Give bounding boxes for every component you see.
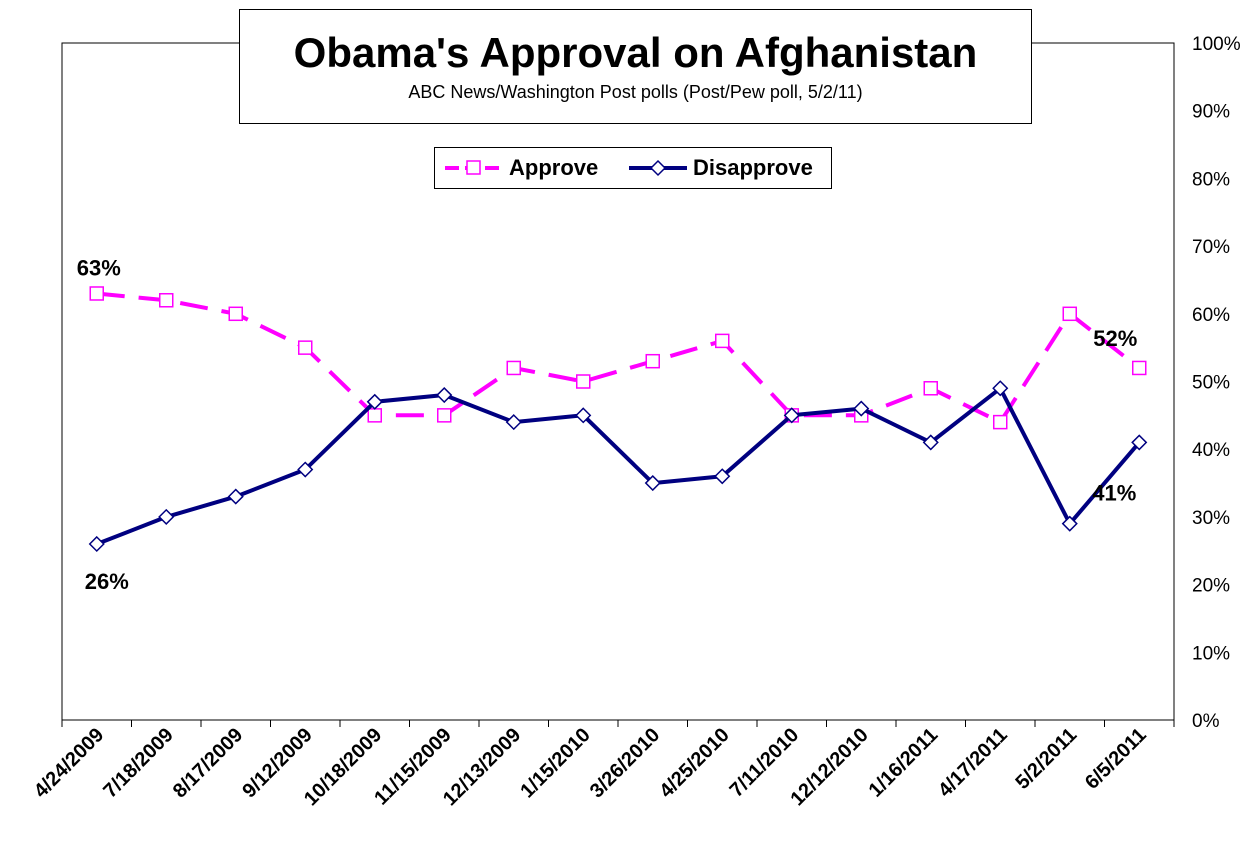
series-line-approve: [96, 291, 1141, 425]
legend-item-approve: Approve: [443, 148, 598, 188]
y-tick-label: 20%: [1192, 576, 1230, 597]
x-tick-label: 7/18/2009: [99, 724, 177, 802]
x-tick-label: 4/25/2010: [655, 724, 733, 802]
data-point-disapprove: [505, 414, 522, 431]
chart-title: Obama's Approval on Afghanistan: [293, 29, 978, 76]
x-tick-label: 5/2/2011: [1011, 724, 1081, 794]
legend-swatch-approve: [445, 160, 503, 175]
y-tick-label: 10%: [1192, 643, 1230, 664]
legend-label-disapprove: Disapprove: [693, 155, 813, 180]
data-point-disapprove: [366, 393, 383, 410]
legend-item-disapprove: Disapprove: [627, 148, 813, 188]
x-tick-label: 6/5/2011: [1081, 724, 1151, 794]
data-point-disapprove: [783, 407, 800, 424]
x-tick-label: 3/26/2010: [586, 724, 664, 802]
data-point-approve: [1132, 360, 1147, 376]
data-point-approve: [89, 286, 104, 301]
data-point-disapprove: [297, 461, 314, 478]
y-tick-label: 40%: [1192, 440, 1230, 461]
data-point-approve: [367, 408, 382, 423]
y-tick-label: 60%: [1192, 305, 1230, 326]
data-point-approve: [923, 381, 938, 396]
data-point-disapprove: [1131, 434, 1148, 451]
data-label: 52%: [1093, 326, 1137, 351]
data-point-approve: [298, 340, 313, 355]
data-point-disapprove: [922, 434, 939, 451]
y-tick-label: 80%: [1192, 169, 1230, 190]
data-point-approve: [506, 360, 521, 376]
x-axis-ticks: [61, 720, 1175, 727]
data-point-disapprove: [853, 400, 870, 417]
data-point-disapprove: [88, 535, 105, 553]
y-tick-label: 90%: [1192, 102, 1230, 123]
data-point-disapprove: [158, 508, 175, 525]
x-tick-label: 8/17/2009: [169, 724, 247, 802]
data-point-approve: [159, 293, 174, 308]
data-point-disapprove: [992, 380, 1009, 397]
plot-area: [61, 42, 1175, 721]
y-tick-label: 30%: [1192, 508, 1230, 529]
data-point-approve: [715, 333, 730, 349]
data-point-disapprove: [575, 407, 592, 424]
data-label: 26%: [85, 569, 129, 594]
y-tick-label: 0%: [1192, 711, 1220, 732]
legend-label-approve: Approve: [509, 155, 599, 180]
x-tick-label: 1/16/2011: [865, 724, 943, 802]
legend: Approve Disapprove: [434, 147, 832, 189]
data-point-disapprove: [227, 488, 244, 505]
y-tick-label: 100%: [1192, 34, 1241, 55]
chart-subtitle: ABC News/Washington Post polls (Post/Pew…: [408, 82, 863, 102]
data-point-approve: [437, 408, 452, 423]
chart-title-box: Obama's Approval on Afghanistan ABC News…: [239, 9, 1032, 124]
data-label: 63%: [77, 255, 121, 280]
legend-swatch-disapprove: [629, 159, 687, 177]
x-tick-label: 4/17/2011: [934, 724, 1012, 802]
x-axis-labels: 4/24/20097/18/20098/17/20099/12/200910/1…: [30, 724, 1151, 810]
data-point-approve: [228, 306, 243, 322]
data-point-disapprove: [714, 468, 731, 485]
annotation-layer: 63% 52% 26% 41%: [77, 255, 1138, 593]
data-label: 41%: [1092, 480, 1136, 505]
y-tick-label: 70%: [1192, 237, 1230, 258]
data-point-disapprove: [1061, 515, 1078, 532]
data-point-disapprove: [436, 386, 453, 404]
data-point-approve: [1062, 306, 1077, 322]
data-point-approve: [576, 374, 591, 389]
y-tick-label: 50%: [1192, 373, 1230, 394]
data-point-disapprove: [644, 474, 661, 492]
x-tick-label: 1/15/2010: [516, 724, 594, 802]
x-tick-label: 4/24/2009: [30, 724, 108, 802]
data-point-approve: [993, 414, 1008, 430]
series-layer: [88, 286, 1148, 553]
data-point-approve: [645, 353, 660, 369]
y-axis-labels: 0% 10% 20% 30% 40% 50% 60% 70% 80% 90% 100%: [1192, 34, 1241, 732]
series-line-disapprove: [96, 386, 1141, 546]
